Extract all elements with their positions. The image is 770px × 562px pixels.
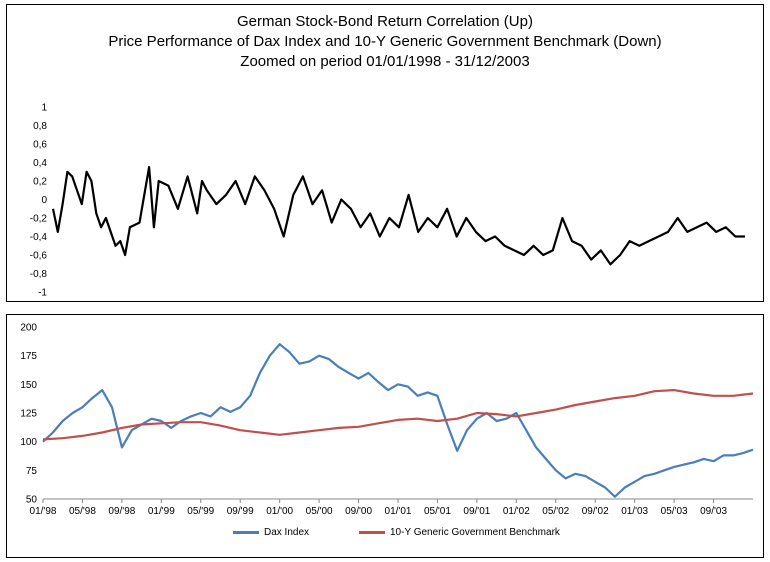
x-tick-label: 05/'99 [187, 506, 214, 517]
x-tick-label: 05/'02 [542, 506, 569, 517]
correlation-chart-panel: German Stock-Bond Return Correlation (Up… [6, 4, 764, 302]
chart-title-line-3: Zoomed on period 01/01/1998 - 31/12/2003 [240, 53, 530, 70]
y-tick-label: 0,4 [33, 158, 47, 169]
x-tick-label: 01/'99 [148, 506, 175, 517]
chart-title-line-1: German Stock-Bond Return Correlation (Up… [237, 13, 533, 30]
correlation-series-line [51, 166, 745, 266]
legend-item-bund: 10-Y Generic Government Benchmark [359, 527, 560, 538]
y-tick-label: 0,6 [33, 140, 47, 151]
legend-label-dax: Dax Index [264, 527, 310, 538]
y-tick-label: 0,2 [33, 177, 47, 188]
x-tick-label: 01/'03 [621, 506, 648, 517]
y-tick-label: 50 [26, 495, 38, 506]
x-tick-label: 05/'01 [424, 506, 451, 517]
y-tick-label: 1 [41, 103, 47, 114]
x-tick-label: 09/'02 [582, 506, 609, 517]
x-tick-label: 09/'00 [345, 506, 372, 517]
price-performance-chart-panel: 200 175 150 125 100 75 50 01/'98 05/'98 09/'98 01/… [6, 314, 764, 558]
x-tick-label: 01/'00 [266, 506, 293, 517]
y-tick-label: 125 [20, 409, 37, 420]
y-tick-label: -0,8 [30, 269, 48, 280]
y-tick-label: 200 [20, 323, 37, 334]
chart-title-line-2: Price Performance of Dax Index and 10-Y … [108, 33, 662, 50]
dax-index-line [42, 343, 754, 498]
x-tick-label: 09/'99 [227, 506, 254, 517]
y-tick-label: 175 [20, 351, 37, 362]
x-tick-label: 05/'98 [69, 506, 96, 517]
x-tick-label: 01/'02 [503, 506, 530, 517]
x-tick-label: 05/'03 [661, 506, 688, 517]
y-tick-label: 75 [26, 466, 38, 477]
y-tick-label: 0 [41, 195, 47, 206]
y-tick-label: -1 [38, 288, 47, 299]
x-tick-label: 01/'98 [30, 506, 57, 517]
legend-label-bund: 10-Y Generic Government Benchmark [390, 527, 560, 538]
x-tick-label: 09/'03 [700, 506, 727, 517]
x-tick-label: 05/'00 [306, 506, 333, 517]
legend-swatch-dax [233, 531, 259, 534]
bund-benchmark-line [42, 388, 754, 441]
x-tick-label: 09/'01 [463, 506, 490, 517]
x-tick-label: 09/'98 [108, 506, 135, 517]
legend-item-dax: Dax Index [233, 527, 309, 538]
y-tick-label: -0,4 [30, 232, 48, 243]
x-tick-label: 01/'01 [385, 506, 412, 517]
correlation-plot: 1 0,8 0,6 0,4 0,2 0 -0,2 -0,4 -0,6 -0,8 -1 [30, 103, 745, 299]
y-tick-label: -0,2 [30, 214, 48, 225]
legend-swatch-bund [359, 531, 385, 534]
y-tick-label: 100 [20, 437, 37, 448]
y-tick-label: 0,8 [33, 121, 47, 132]
y-tick-label: -0,6 [30, 251, 48, 262]
y-tick-label: 150 [20, 380, 37, 391]
